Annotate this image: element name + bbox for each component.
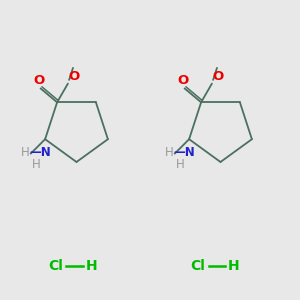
Text: O: O — [213, 70, 224, 83]
Text: H: H — [228, 259, 240, 272]
Text: H: H — [20, 146, 29, 159]
Text: O: O — [177, 74, 189, 87]
Text: O: O — [69, 70, 80, 83]
Text: H: H — [32, 158, 40, 171]
Text: —N: —N — [29, 146, 51, 159]
Text: Cl: Cl — [190, 259, 206, 272]
Text: —N: —N — [173, 146, 195, 159]
Text: Cl: Cl — [48, 259, 63, 272]
Text: O: O — [33, 74, 45, 87]
Text: H: H — [164, 146, 173, 159]
Text: H: H — [85, 259, 97, 272]
Text: H: H — [176, 158, 184, 171]
